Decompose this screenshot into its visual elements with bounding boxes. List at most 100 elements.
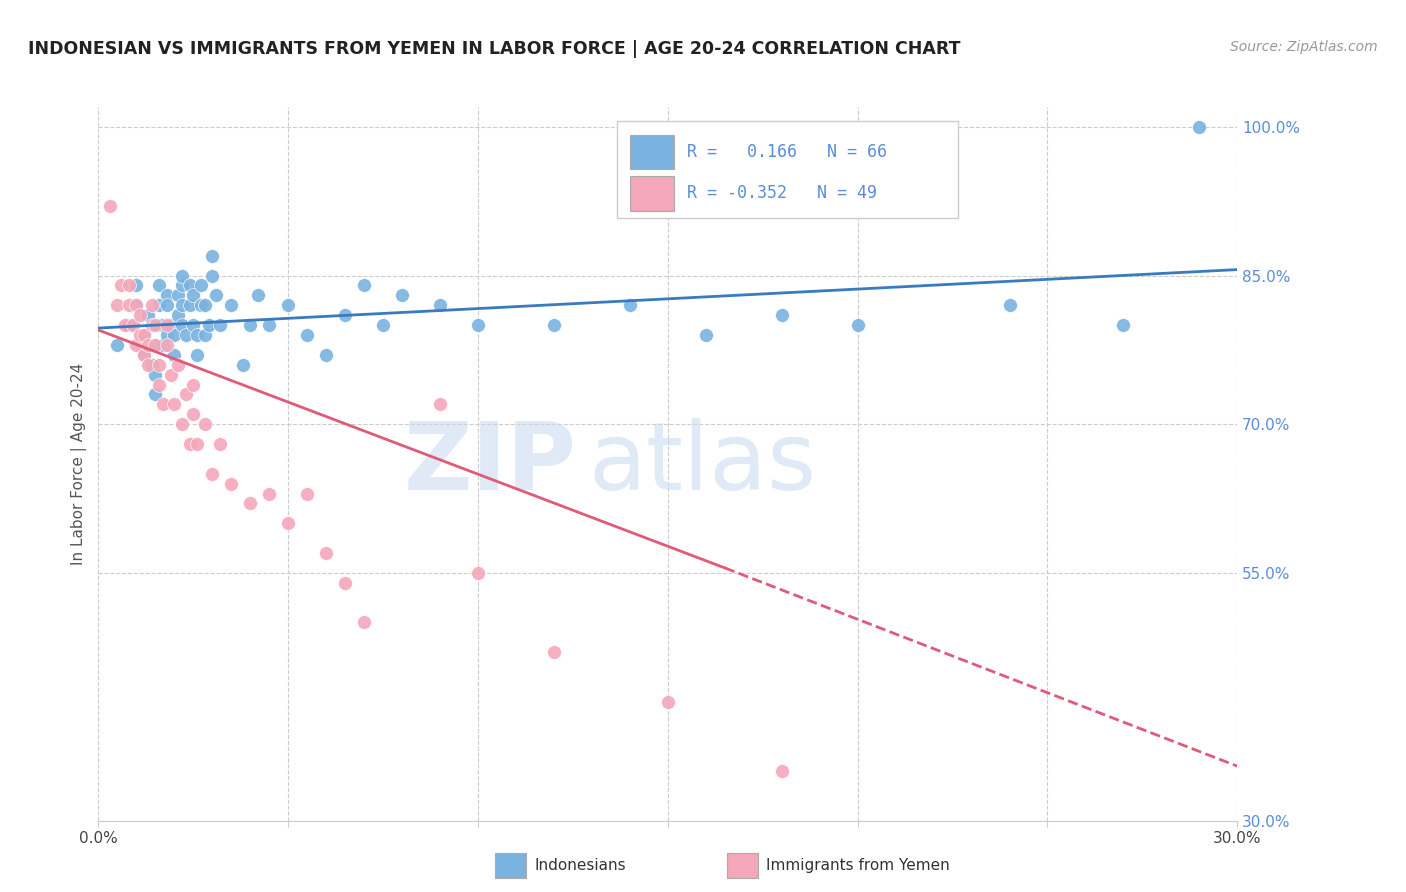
Text: atlas: atlas [588,417,817,510]
Point [371,318,394,332]
Point [239,496,262,510]
Point [170,268,193,283]
Point [335,575,357,590]
Text: Immigrants from Yemen: Immigrants from Yemen [766,858,950,872]
Point [429,298,451,312]
Point [107,298,129,312]
Point [129,328,152,343]
Point [163,328,186,343]
Point [197,318,219,332]
Point [208,437,231,451]
Point [107,338,129,352]
Point [770,308,793,322]
Point [201,268,224,283]
Point [391,288,413,302]
Point [170,278,193,293]
Point [179,437,201,451]
Point [156,298,179,312]
Point [194,298,217,312]
Point [141,318,163,332]
Point [148,358,170,372]
Point [186,348,208,362]
Point [118,318,141,332]
Point [543,645,565,659]
Point [221,476,243,491]
FancyBboxPatch shape [630,177,673,211]
Point [110,278,132,293]
Point [201,467,224,481]
Point [156,288,179,302]
Point [353,615,375,630]
Point [152,397,174,411]
Point [145,318,167,332]
Point [221,298,243,312]
Point [145,387,167,401]
Point [1112,318,1135,332]
Point [183,377,205,392]
Point [174,328,197,343]
Point [121,318,143,332]
Point [132,328,155,343]
Point [186,328,208,343]
Text: INDONESIAN VS IMMIGRANTS FROM YEMEN IN LABOR FORCE | AGE 20-24 CORRELATION CHART: INDONESIAN VS IMMIGRANTS FROM YEMEN IN L… [28,40,960,58]
Point [167,308,190,322]
Point [114,318,136,332]
Point [159,318,181,332]
Point [194,328,217,343]
Point [98,199,121,213]
Point [619,298,641,312]
Point [163,348,186,362]
Point [770,764,793,778]
Point [186,437,208,451]
Point [277,298,299,312]
Point [543,318,565,332]
Point [1188,120,1211,134]
Point [141,298,163,312]
Point [148,318,170,332]
Point [259,318,281,332]
Point [335,308,357,322]
Point [156,318,179,332]
Point [315,348,337,362]
Point [232,358,254,372]
Point [148,298,170,312]
Point [148,377,170,392]
Point [246,288,269,302]
Point [132,348,155,362]
Point [297,328,319,343]
Point [145,338,167,352]
Point [201,249,224,263]
Point [205,288,228,302]
FancyBboxPatch shape [630,135,673,169]
Point [239,318,262,332]
Point [315,546,337,560]
Point [170,318,193,332]
Point [163,397,186,411]
Text: R = -0.352   N = 49: R = -0.352 N = 49 [688,185,877,202]
Point [846,318,869,332]
Point [183,318,205,332]
Point [695,328,717,343]
Point [136,308,159,322]
Point [183,288,205,302]
Point [145,368,167,382]
Point [429,397,451,411]
Point [141,358,163,372]
Text: ZIP: ZIP [404,417,576,510]
Point [132,348,155,362]
Point [277,516,299,531]
Point [125,298,148,312]
Point [190,298,212,312]
Point [259,486,281,500]
Point [167,288,190,302]
Text: R =   0.166   N = 66: R = 0.166 N = 66 [688,143,887,161]
Point [194,417,217,432]
Point [152,318,174,332]
Point [156,338,179,352]
Point [125,338,148,352]
Point [174,387,197,401]
Point [657,695,679,709]
Point [170,298,193,312]
Point [136,338,159,352]
Point [156,328,179,343]
